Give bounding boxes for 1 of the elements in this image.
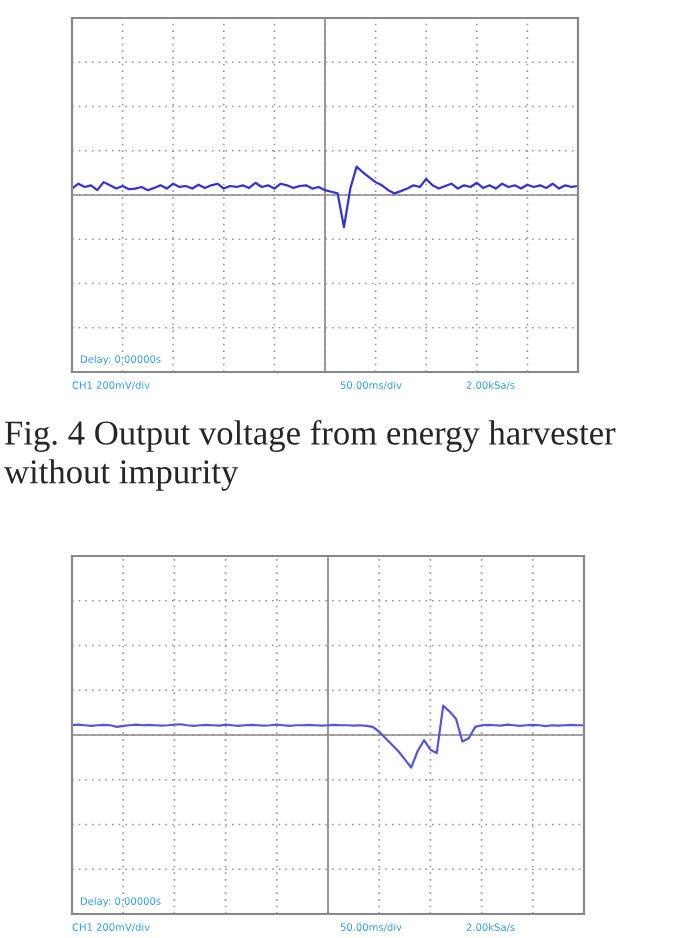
- caption: Fig. 4 Output voltage from energy harvester without impurity: [4, 420, 616, 491]
